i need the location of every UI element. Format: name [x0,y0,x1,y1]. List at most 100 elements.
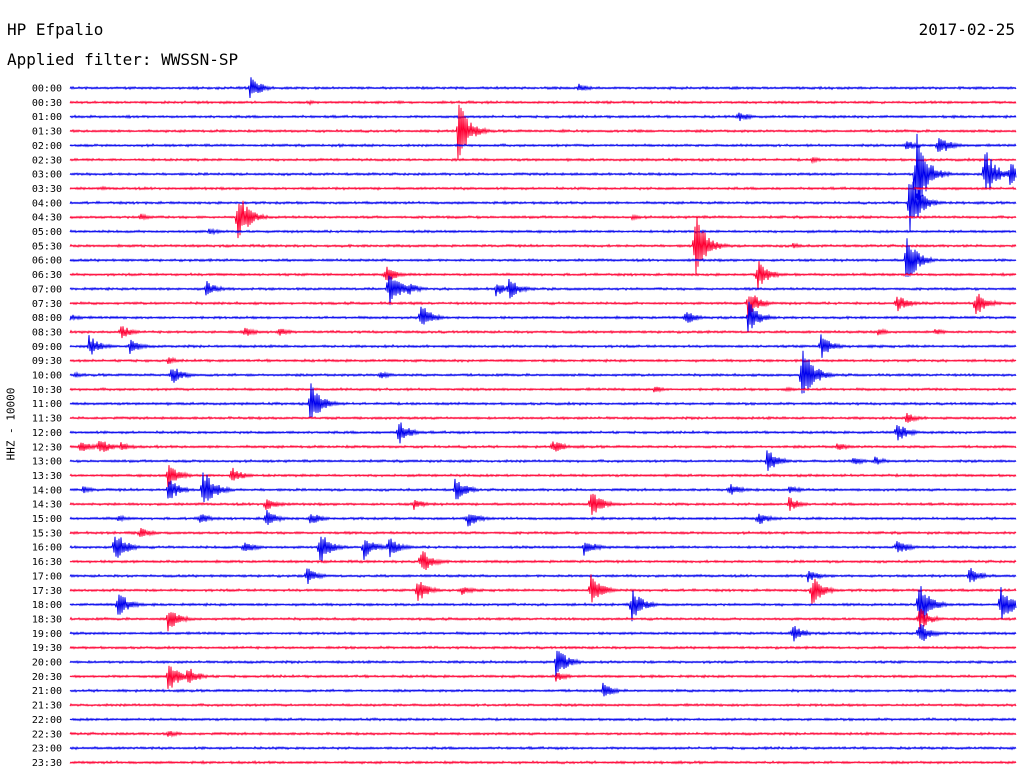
row-time-label: 17:30 [32,586,62,597]
row-time-label: 08:30 [32,327,62,338]
row-time-label: 11:00 [32,399,62,410]
row-time-label: 21:30 [32,701,62,712]
row-time-label: 05:00 [32,227,62,238]
row-time-label: 04:00 [32,198,62,209]
trace-row [69,586,1017,626]
trace-row [69,334,1017,358]
trace-row [69,422,1017,444]
trace-row [69,745,1017,751]
trace-row [69,238,1017,277]
row-time-label: 08:00 [32,313,62,324]
row-time-label: 06:00 [32,256,62,267]
row-time-label: 14:30 [32,500,62,511]
row-time-label: 10:00 [32,371,62,382]
trace-row [69,568,1017,585]
row-time-label: 16:30 [32,557,62,568]
row-time-label: 02:00 [32,141,62,152]
trace-row [69,730,1017,738]
row-time-label: 20:30 [32,672,62,683]
row-time-label: 09:30 [32,356,62,367]
station-title: HP Efpalio [7,20,104,39]
row-time-label: 13:30 [32,471,62,482]
trace-row [69,138,1017,152]
trace-row [69,133,1017,206]
row-time-label: 01:00 [32,112,62,123]
row-time-label: 05:30 [32,241,62,252]
row-time-label: 18:30 [32,614,62,625]
trace-row [69,441,1017,452]
row-time-label: 15:00 [32,514,62,525]
trace-row [69,551,1017,571]
row-time-label: 16:00 [32,543,62,554]
trace-row [69,293,1017,318]
trace-row [69,493,1017,515]
trace-row [69,682,1017,697]
row-time-label: 20:00 [32,658,62,669]
trace-row [69,716,1017,722]
trace-row [69,413,1017,423]
row-time-label: 15:30 [32,528,62,539]
row-time-label: 11:30 [32,414,62,425]
row-time-label: 18:00 [32,600,62,611]
trace-row [69,574,1017,604]
trace-row [69,465,1017,488]
row-time-label: 23:30 [32,758,62,769]
trace-row [69,510,1017,527]
trace-row [69,156,1017,165]
row-time-label: 22:00 [32,715,62,726]
row-time-label: 02:30 [32,155,62,166]
row-time-label: 06:30 [32,270,62,281]
trace-row [69,759,1017,765]
trace-row [69,99,1017,106]
trace-row [69,528,1017,537]
row-time-label: 01:30 [32,127,62,138]
trace-row [69,275,1017,306]
trace-row [69,450,1017,471]
trace-row [69,386,1017,393]
row-time-label: 07:00 [32,284,62,295]
trace-row [69,665,1017,689]
trace-row [69,624,1017,642]
row-time-label: 09:00 [32,342,62,353]
trace-row [69,536,1017,562]
trace-row [69,326,1017,339]
trace-row [69,650,1017,677]
row-time-label: 19:30 [32,643,62,654]
trace-row [69,350,1017,394]
row-time-label: 00:00 [32,84,62,95]
trace-row [69,112,1017,122]
trace-row [69,356,1017,365]
row-time-label: 10:30 [32,385,62,396]
trace-row [69,301,1017,333]
trace-row [69,185,1017,191]
trace-row [69,645,1017,651]
trace-row [69,261,1017,290]
trace-row [69,227,1017,236]
row-time-label: 22:30 [32,729,62,740]
trace-row [69,215,1017,274]
trace-row [69,383,1017,418]
row-time-label: 00:30 [32,98,62,109]
row-time-label: 12:30 [32,442,62,453]
row-time-label: 14:00 [32,485,62,496]
trace-row [69,200,1017,239]
trace-row [69,608,1017,632]
trace-row [69,472,1017,503]
row-time-label: 12:00 [32,428,62,439]
row-time-label: 13:00 [32,457,62,468]
row-time-label: 21:00 [32,686,62,697]
row-time-label: 19:00 [32,629,62,640]
row-time-label: 07:30 [32,299,62,310]
trace-row [69,104,1017,159]
filter-label: Applied filter: WWSSN-SP [7,50,239,69]
date-label: 2017-02-25 [918,20,1015,39]
row-time-label: 17:00 [32,571,62,582]
row-time-label: 03:30 [32,184,62,195]
trace-row [69,702,1017,708]
row-time-label: 23:00 [32,744,62,755]
row-time-label: 03:00 [32,170,62,181]
trace-row [69,77,1017,99]
trace-row [69,181,1017,231]
row-time-label: 04:30 [32,213,62,224]
